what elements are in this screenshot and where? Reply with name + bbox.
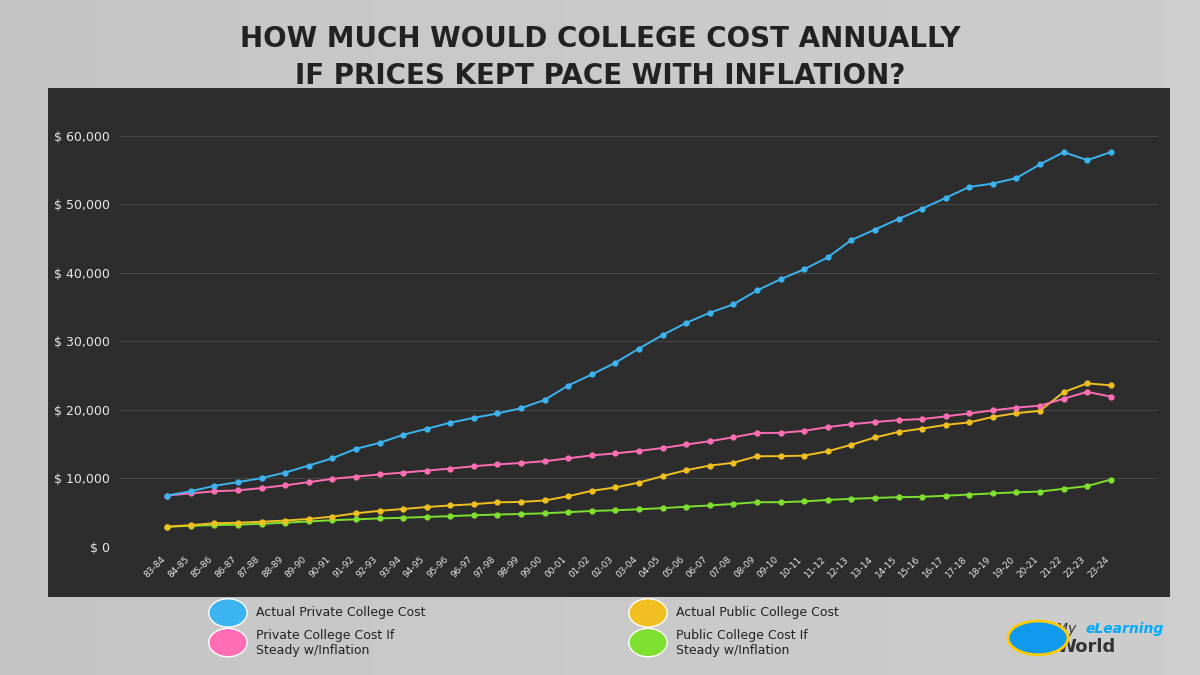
Text: My: My (1056, 622, 1081, 636)
Text: World: World (1056, 638, 1115, 655)
Text: HOW MUCH WOULD COLLEGE COST ANNUALLY
IF PRICES KEPT PACE WITH INFLATION?: HOW MUCH WOULD COLLEGE COST ANNUALLY IF … (240, 25, 960, 90)
Text: Private College Cost If
Steady w/Inflation: Private College Cost If Steady w/Inflati… (256, 628, 394, 657)
Text: Actual Private College Cost: Actual Private College Cost (256, 606, 425, 620)
Text: Actual Public College Cost: Actual Public College Cost (676, 606, 839, 620)
Text: eLearning: eLearning (1086, 622, 1164, 636)
FancyBboxPatch shape (25, 78, 1193, 608)
Text: Public College Cost If
Steady w/Inflation: Public College Cost If Steady w/Inflatio… (676, 628, 808, 657)
